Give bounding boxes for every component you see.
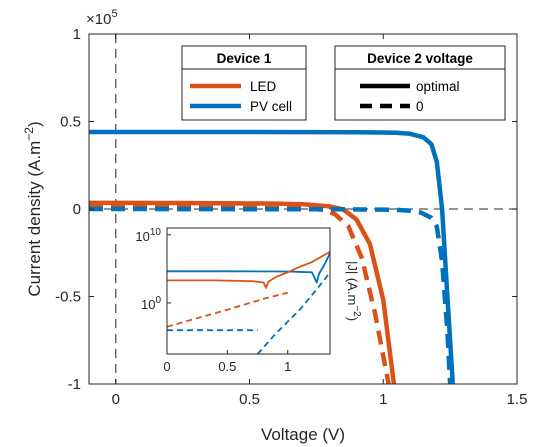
legend-zero-label: 0 — [416, 99, 424, 114]
legend-led-label: LED — [250, 79, 277, 94]
series-pv-cell-zero — [89, 206, 453, 384]
x-tick-label: 1 — [379, 391, 387, 408]
legend-optimal-label: optimal — [416, 79, 460, 94]
series-led-optimal — [89, 200, 397, 384]
legend-device1: Device 1 LED PV cell — [181, 45, 307, 121]
y-tick-label: -1 — [68, 376, 81, 393]
inset-series-pv-cell-optimal — [167, 252, 330, 284]
inset-frame — [166, 227, 331, 355]
inset-y-tick-label: 1010 — [135, 227, 161, 244]
x-tick-label: 0 — [112, 391, 120, 408]
inset-x-tick-label: 0.5 — [218, 359, 236, 374]
legend-pv-label: PV cell — [250, 99, 292, 114]
inset-x-tick-label: 1 — [284, 359, 291, 374]
y-exponent-label: ×105 — [86, 8, 118, 28]
x-axis-label: Voltage (V) — [261, 425, 345, 444]
inset-series-led-zero — [167, 291, 288, 328]
x-tick-label: 1.5 — [507, 391, 528, 408]
inset-background — [167, 228, 330, 354]
y-tick-label: -0.5 — [55, 289, 81, 306]
legend-device2-title: Device 2 voltage — [367, 51, 473, 66]
inset-series-pv-cell-zero — [256, 271, 330, 354]
inset-x-tick-label: 0 — [163, 359, 170, 374]
legend-device1-title: Device 1 — [217, 51, 272, 66]
inset-y-tick-label: 100 — [141, 295, 161, 312]
x-tick-label: 0.5 — [239, 391, 260, 408]
y-tick-label: 0.5 — [60, 114, 81, 131]
y-tick-label: 1 — [73, 26, 81, 43]
y-axis-label: Current density (A.m−2) — [22, 121, 44, 296]
y-tick-label: 0 — [73, 201, 81, 218]
legend-device2: Device 2 voltage optimal 0 — [334, 45, 506, 121]
inset-y-axis-label: |J| (A.m−2) — [345, 261, 362, 321]
inset-series-led-optimal — [167, 251, 330, 289]
series-pv-cell-optimal — [89, 129, 456, 384]
